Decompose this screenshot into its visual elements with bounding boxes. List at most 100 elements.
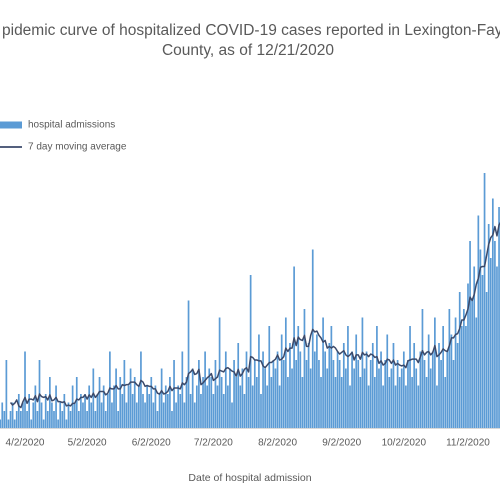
bar xyxy=(489,258,492,428)
bar xyxy=(30,419,33,428)
bar xyxy=(162,402,165,428)
bar xyxy=(243,394,246,428)
bar xyxy=(24,351,26,428)
bar xyxy=(402,351,405,428)
bar xyxy=(280,334,283,428)
bar xyxy=(390,368,393,428)
bar xyxy=(425,377,428,428)
bar xyxy=(61,411,64,428)
bar xyxy=(133,377,136,428)
bar xyxy=(75,377,78,428)
bar xyxy=(158,394,161,428)
bar xyxy=(282,360,285,428)
bar xyxy=(483,173,486,428)
bar xyxy=(477,215,480,428)
bar xyxy=(224,351,227,428)
bar xyxy=(400,368,403,428)
bar xyxy=(471,300,473,428)
bar xyxy=(51,402,53,428)
bar xyxy=(241,368,244,428)
bar xyxy=(5,360,8,428)
bar xyxy=(369,360,372,428)
bar xyxy=(82,402,84,428)
bar xyxy=(253,360,256,428)
bar xyxy=(229,368,231,428)
bar xyxy=(156,411,159,428)
bar xyxy=(438,343,440,428)
bar xyxy=(458,292,461,428)
bar xyxy=(409,326,411,428)
bar xyxy=(392,343,395,428)
x-tick-label: 6/2/2020 xyxy=(132,438,171,449)
bar xyxy=(42,419,45,428)
bar xyxy=(342,343,345,428)
bar xyxy=(262,351,264,428)
bar xyxy=(131,394,134,428)
bar xyxy=(80,394,82,428)
bar xyxy=(247,377,250,428)
bar xyxy=(376,326,378,428)
bar xyxy=(200,394,202,428)
bar xyxy=(284,317,287,428)
bar xyxy=(276,351,279,428)
bar xyxy=(450,334,453,428)
bar xyxy=(431,351,434,428)
bar xyxy=(278,385,281,428)
bar xyxy=(179,394,182,428)
bar xyxy=(235,377,237,428)
bar xyxy=(71,385,74,428)
bar xyxy=(367,385,370,428)
bar xyxy=(485,292,488,428)
bar xyxy=(193,402,196,428)
bar xyxy=(264,368,266,428)
bar xyxy=(9,411,12,428)
bar xyxy=(67,402,70,428)
bar xyxy=(427,334,430,428)
bar xyxy=(146,385,148,428)
bar xyxy=(351,351,353,428)
bar xyxy=(138,385,140,428)
x-tick-label: 10/2/2020 xyxy=(382,438,427,449)
bar xyxy=(28,394,30,428)
bar xyxy=(452,360,455,428)
bar xyxy=(473,266,476,428)
bar xyxy=(195,385,198,428)
bar xyxy=(260,394,262,428)
bar xyxy=(293,266,295,428)
bar xyxy=(104,411,107,428)
bar xyxy=(398,377,401,428)
bar xyxy=(152,402,155,428)
bar xyxy=(40,402,43,428)
bar xyxy=(479,249,482,428)
bar xyxy=(249,275,252,428)
bar xyxy=(148,394,151,428)
bar xyxy=(227,385,229,428)
bar xyxy=(73,402,76,428)
bar xyxy=(113,385,115,428)
bar xyxy=(421,309,424,428)
bar xyxy=(340,377,343,428)
bar xyxy=(481,275,484,428)
bar xyxy=(251,385,254,428)
bar xyxy=(220,377,223,428)
bar xyxy=(49,377,51,428)
bar xyxy=(115,368,117,428)
bar xyxy=(359,377,362,428)
bar xyxy=(313,351,316,428)
bar xyxy=(357,360,360,428)
bar xyxy=(198,360,200,428)
bar xyxy=(295,360,298,428)
bar xyxy=(150,377,153,428)
bar xyxy=(365,351,368,428)
bar xyxy=(0,419,2,428)
bar xyxy=(456,343,459,428)
bar xyxy=(160,368,163,428)
bar xyxy=(318,360,320,428)
bar xyxy=(384,360,387,428)
legend-label: hospital admissions xyxy=(28,120,115,131)
bar xyxy=(214,360,217,428)
x-tick-label: 9/2/2020 xyxy=(322,438,361,449)
bar xyxy=(36,411,39,428)
bar xyxy=(26,411,28,428)
bar xyxy=(272,360,275,428)
